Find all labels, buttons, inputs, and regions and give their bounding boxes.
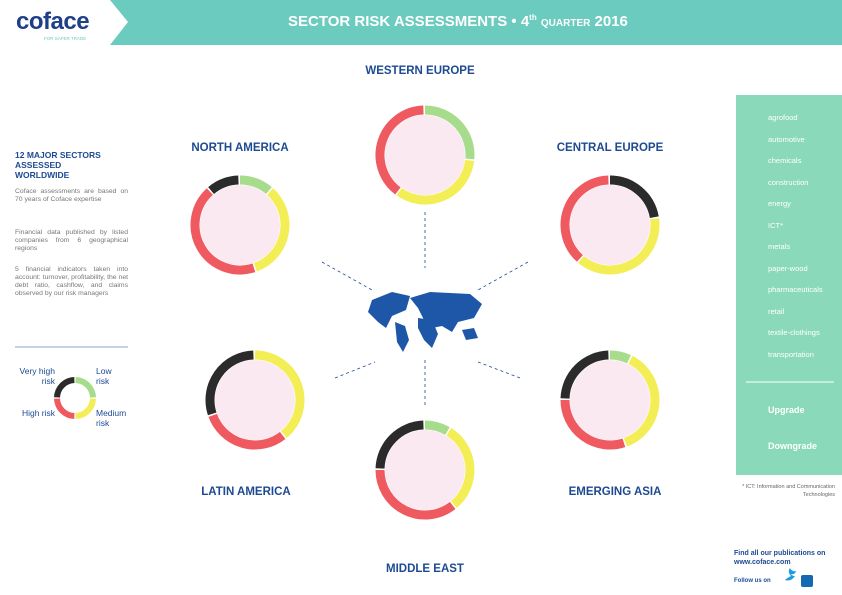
publications: Find all our publications on www.coface.… [734,549,834,567]
connectors [321,212,529,405]
sector-item: metals [768,242,791,251]
ring-segment [609,175,659,219]
ring-segment [446,428,475,508]
ring-center [385,115,465,195]
quarter-word: QUARTER [540,18,591,29]
quarter-sup: th [529,13,537,22]
sector-item: pharmaceuticals [768,285,823,294]
quarter-num: 4 [520,13,530,30]
ring-segment [609,350,631,364]
legend-very-high: Very high risk [19,366,55,386]
legend-low: Low risk [96,366,112,386]
sector-item: agrofood [768,113,798,122]
rings [190,105,660,520]
downgrade: Downgrade [768,441,818,451]
year: 2016 [594,13,628,30]
sector-item: automotive [768,134,805,144]
footnote: * ICT: Information and Communication Tec… [742,484,835,498]
sector-item: energy [768,199,791,208]
legend-high: High risk [21,408,55,418]
title-main: SECTOR RISK ASSESSMENTS • [288,13,517,30]
sector-item: transportation [768,349,814,359]
risk-legend-ring [54,377,96,419]
publications-text: Find all our publications on [734,550,826,557]
region-label: MIDDLE EAST [386,563,464,575]
logo-box [0,0,128,45]
region-label: NORTH AMERICA [191,142,289,154]
ring-segment [560,350,609,399]
ring-segment [560,175,609,262]
ring-segment [396,159,475,205]
ring-segment [375,469,456,520]
ring-segment [623,355,660,447]
sector-item: paper-wood [768,263,808,273]
region-label: EMERGING ASIA [568,486,662,498]
ring-segment [208,413,286,450]
ring-segment [375,420,424,469]
ring-segment [560,399,626,450]
ring-center [215,360,295,440]
ring-segment [75,377,96,398]
ring-segment [375,105,424,195]
ring-segment [208,175,239,195]
ring-segment [239,175,272,195]
ring-segment [424,420,450,436]
intro-title: 12 MAJOR SECTORS ASSESSED WORLDWIDE [15,150,101,180]
intro-p3: 5 financial indicators taken into accoun… [15,266,128,297]
ring-center [385,430,465,510]
legend-medium: Medium risk [96,408,127,428]
ring-segment [254,350,305,438]
upgrade: Upgrade [768,405,805,415]
ring-segment [424,105,475,160]
site: www.coface.com [734,559,791,566]
ring-segment [190,188,256,275]
header-bar [0,0,842,45]
intro-p2: Financial data published by listed compa… [15,229,128,252]
ring-segment [54,398,75,419]
intro-p1: Coface assessments are based on 70 years… [15,188,128,203]
sector-item: construction [768,177,809,187]
ring-center [570,360,650,440]
ring-segment [205,350,254,416]
world-map [368,292,482,352]
ring-center [200,185,280,265]
region-label: LATIN AMERICA [201,486,291,498]
region-label: WESTERN EUROPE [365,65,475,77]
logo: coface [16,8,90,35]
sector-item: chemicals [768,156,802,165]
follow: Follow us on [734,578,771,584]
sector-item: retail [768,306,785,316]
tagline: FOR SAFER TRADE [44,36,87,41]
sector-item: ICT* [768,220,783,230]
ring-segment [54,377,75,398]
social-icons [785,568,813,587]
title: SECTOR RISK ASSESSMENTS • 4th QUARTER 20… [288,13,628,30]
ring-segment [75,398,96,419]
sector-panel [736,95,842,475]
sector-item: textile-clothings [768,328,820,337]
ring-segment [578,218,660,275]
region-label: CENTRAL EUROPE [556,142,664,154]
ring-center [570,185,650,265]
ring-segment [253,188,290,272]
